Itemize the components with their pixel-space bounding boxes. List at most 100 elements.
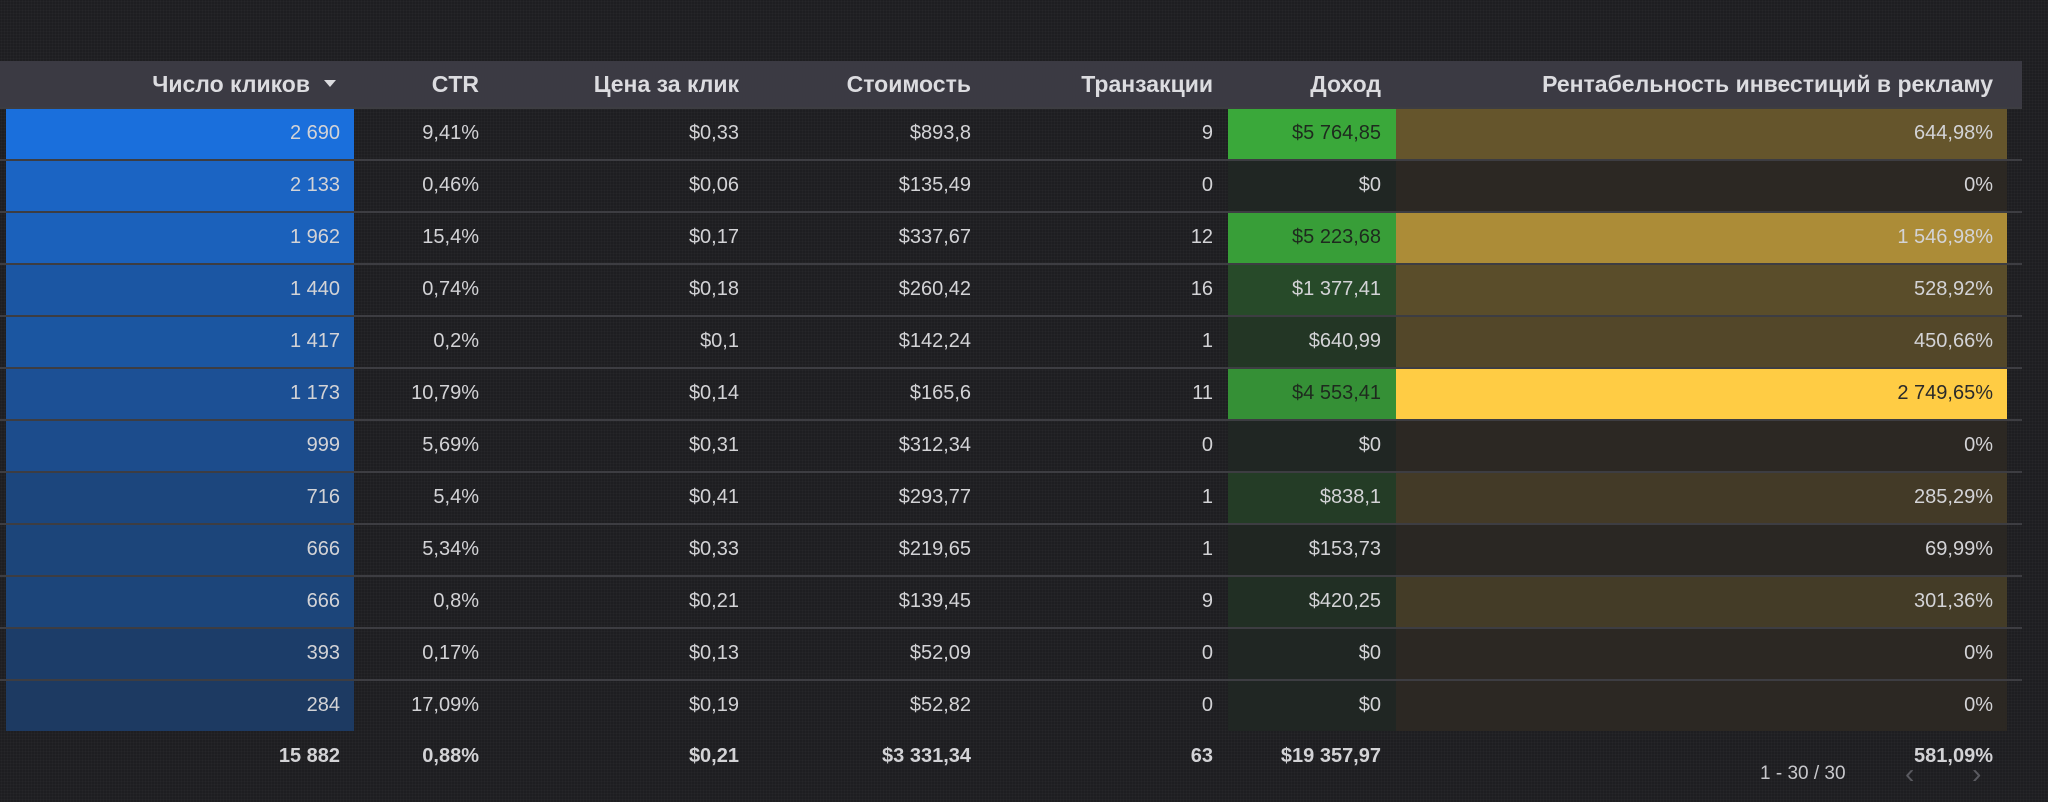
cell-roas: 0% — [1396, 421, 2007, 471]
table-row: 1 440 0,74% $0,18 $260,42 16 $1 377,41 528,92% — [0, 263, 2022, 315]
cell-roas: 0% — [1396, 161, 2007, 211]
cell-ctr: 15,4% — [422, 226, 479, 248]
cell-clicks: 1 173 — [6, 369, 354, 419]
cell-cost: $260,42 — [898, 278, 971, 300]
cell-transactions: 12 — [1190, 226, 1213, 248]
cell-transactions: 1 — [1201, 486, 1213, 508]
cell-ctr: 0,74% — [422, 278, 479, 300]
table-row: 1 173 10,79% $0,14 $165,6 11 $4 553,41 2 749,6… — [0, 367, 2022, 419]
total-cost: $3 331,34 — [882, 745, 971, 767]
table-row: 999 5,69% $0,31 $312,34 0 $0 0% — [0, 419, 2022, 471]
header-label: Число кликов — [152, 71, 310, 97]
header-cpc[interactable]: Цена за клик — [593, 71, 739, 97]
table-row: 1 962 15,4% $0,17 $337,67 12 $5 223,68 1 546,9… — [0, 211, 2022, 263]
cell-cost: $165,6 — [909, 382, 971, 404]
header-ctr[interactable]: CTR — [431, 71, 479, 97]
totals-row: 15 882 0,88% $0,21 $3 331,34 63 $19 357,… — [0, 731, 2022, 781]
cell-ctr: 5,4% — [433, 486, 479, 508]
cell-cpc: $0,19 — [688, 694, 739, 716]
cell-revenue: $1 377,41 — [1228, 265, 1396, 315]
cell-transactions: 9 — [1201, 590, 1213, 612]
cell-ctr: 17,09% — [411, 694, 479, 716]
cell-cpc: $0,33 — [688, 538, 739, 560]
table-row: 284 17,09% $0,19 $52,82 0 $0 0% — [0, 679, 2022, 731]
cell-revenue: $4 553,41 — [1228, 369, 1396, 419]
cell-roas: 0% — [1396, 681, 2007, 731]
total-transactions: 63 — [1190, 745, 1213, 767]
cell-revenue: $420,25 — [1228, 577, 1396, 627]
table-row: 1 417 0,2% $0,1 $142,24 1 $640,99 450,66% — [0, 315, 2022, 367]
total-clicks: 15 882 — [278, 745, 340, 767]
cell-roas: 450,66% — [1396, 317, 2007, 367]
cell-revenue: $0 — [1228, 161, 1396, 211]
cell-revenue: $838,1 — [1228, 473, 1396, 523]
cell-revenue: $5 223,68 — [1228, 213, 1396, 263]
cell-clicks: 1 417 — [6, 317, 354, 367]
cell-cpc: $0,14 — [688, 382, 739, 404]
cell-cost: $142,24 — [898, 330, 971, 352]
cell-cost: $293,77 — [898, 486, 971, 508]
cell-roas: 285,29% — [1396, 473, 2007, 523]
cell-cpc: $0,21 — [688, 590, 739, 612]
cell-cost: $337,67 — [898, 226, 971, 248]
header-roas[interactable]: Рентабельность инвестиций в рекламу — [1542, 71, 1993, 97]
cell-ctr: 0,17% — [422, 642, 479, 664]
header-revenue[interactable]: Доход — [1310, 71, 1381, 97]
cell-roas: 301,36% — [1396, 577, 2007, 627]
cell-cost: $52,82 — [909, 694, 971, 716]
cell-cost: $219,65 — [898, 538, 971, 560]
cell-cpc: $0,33 — [688, 122, 739, 144]
table-row: 2 133 0,46% $0,06 $135,49 0 $0 0% — [0, 159, 2022, 211]
sort-desc-icon[interactable] — [324, 80, 336, 88]
cell-clicks: 1 962 — [6, 213, 354, 263]
cell-transactions: 0 — [1201, 694, 1213, 716]
cell-revenue: $5 764,85 — [1228, 109, 1396, 159]
cell-cost: $312,34 — [898, 434, 971, 456]
table-row: 666 5,34% $0,33 $219,65 1 $153,73 69,99% — [0, 523, 2022, 575]
cell-clicks: 999 — [6, 421, 354, 471]
table-row: 716 5,4% $0,41 $293,77 1 $838,1 285,29% — [0, 471, 2022, 523]
cell-transactions: 11 — [1192, 382, 1213, 404]
table-header: Число кликов CTR Цена за клик Стоимость … — [0, 61, 2022, 107]
table-row: 666 0,8% $0,21 $139,45 9 $420,25 301,36% — [0, 575, 2022, 627]
cell-clicks: 393 — [6, 629, 354, 679]
cell-clicks: 284 — [6, 681, 354, 731]
cell-cost: $139,45 — [898, 590, 971, 612]
chevron-right-icon[interactable]: › — [1972, 758, 1982, 789]
cell-cpc: $0,18 — [688, 278, 739, 300]
cell-cpc: $0,17 — [688, 226, 739, 248]
cell-cpc: $0,1 — [700, 330, 739, 352]
table-row: 393 0,17% $0,13 $52,09 0 $0 0% — [0, 627, 2022, 679]
cell-ctr: 0,46% — [422, 174, 479, 196]
total-revenue: $19 357,97 — [1280, 745, 1381, 767]
cell-clicks: 666 — [6, 525, 354, 575]
cell-transactions: 0 — [1201, 642, 1213, 664]
cell-ctr: 5,34% — [422, 538, 479, 560]
total-roas: 581,09% — [1914, 745, 1993, 767]
cell-roas: 528,92% — [1396, 265, 2007, 315]
cell-ctr: 0,2% — [433, 330, 479, 352]
cell-transactions: 16 — [1190, 278, 1213, 300]
cell-roas: 2 749,65% — [1396, 369, 2007, 419]
header-cost[interactable]: Стоимость — [846, 71, 971, 97]
cell-roas: 69,99% — [1396, 525, 2007, 575]
header-transactions[interactable]: Транзакции — [1081, 71, 1213, 97]
header-clicks[interactable]: Число кликов — [6, 61, 354, 107]
cell-cpc: $0,41 — [688, 486, 739, 508]
cell-roas: 1 546,98% — [1396, 213, 2007, 263]
cell-cpc: $0,06 — [688, 174, 739, 196]
cell-revenue: $0 — [1228, 421, 1396, 471]
cell-revenue: $0 — [1228, 629, 1396, 679]
cell-clicks: 1 440 — [6, 265, 354, 315]
cell-cpc: $0,31 — [688, 434, 739, 456]
cell-transactions: 1 — [1201, 330, 1213, 352]
cell-roas: 0% — [1396, 629, 2007, 679]
chevron-left-icon[interactable]: ‹ — [1905, 758, 1915, 789]
table-row: 2 690 9,41% $0,33 $893,8 9 $5 764,85 644,98% — [0, 107, 2022, 159]
cell-transactions: 0 — [1201, 434, 1213, 456]
data-table: Число кликов CTR Цена за клик Стоимость … — [0, 61, 2022, 781]
cell-transactions: 9 — [1201, 122, 1213, 144]
total-ctr: 0,88% — [422, 745, 479, 767]
cell-cost: $135,49 — [898, 174, 971, 196]
cell-revenue: $153,73 — [1228, 525, 1396, 575]
